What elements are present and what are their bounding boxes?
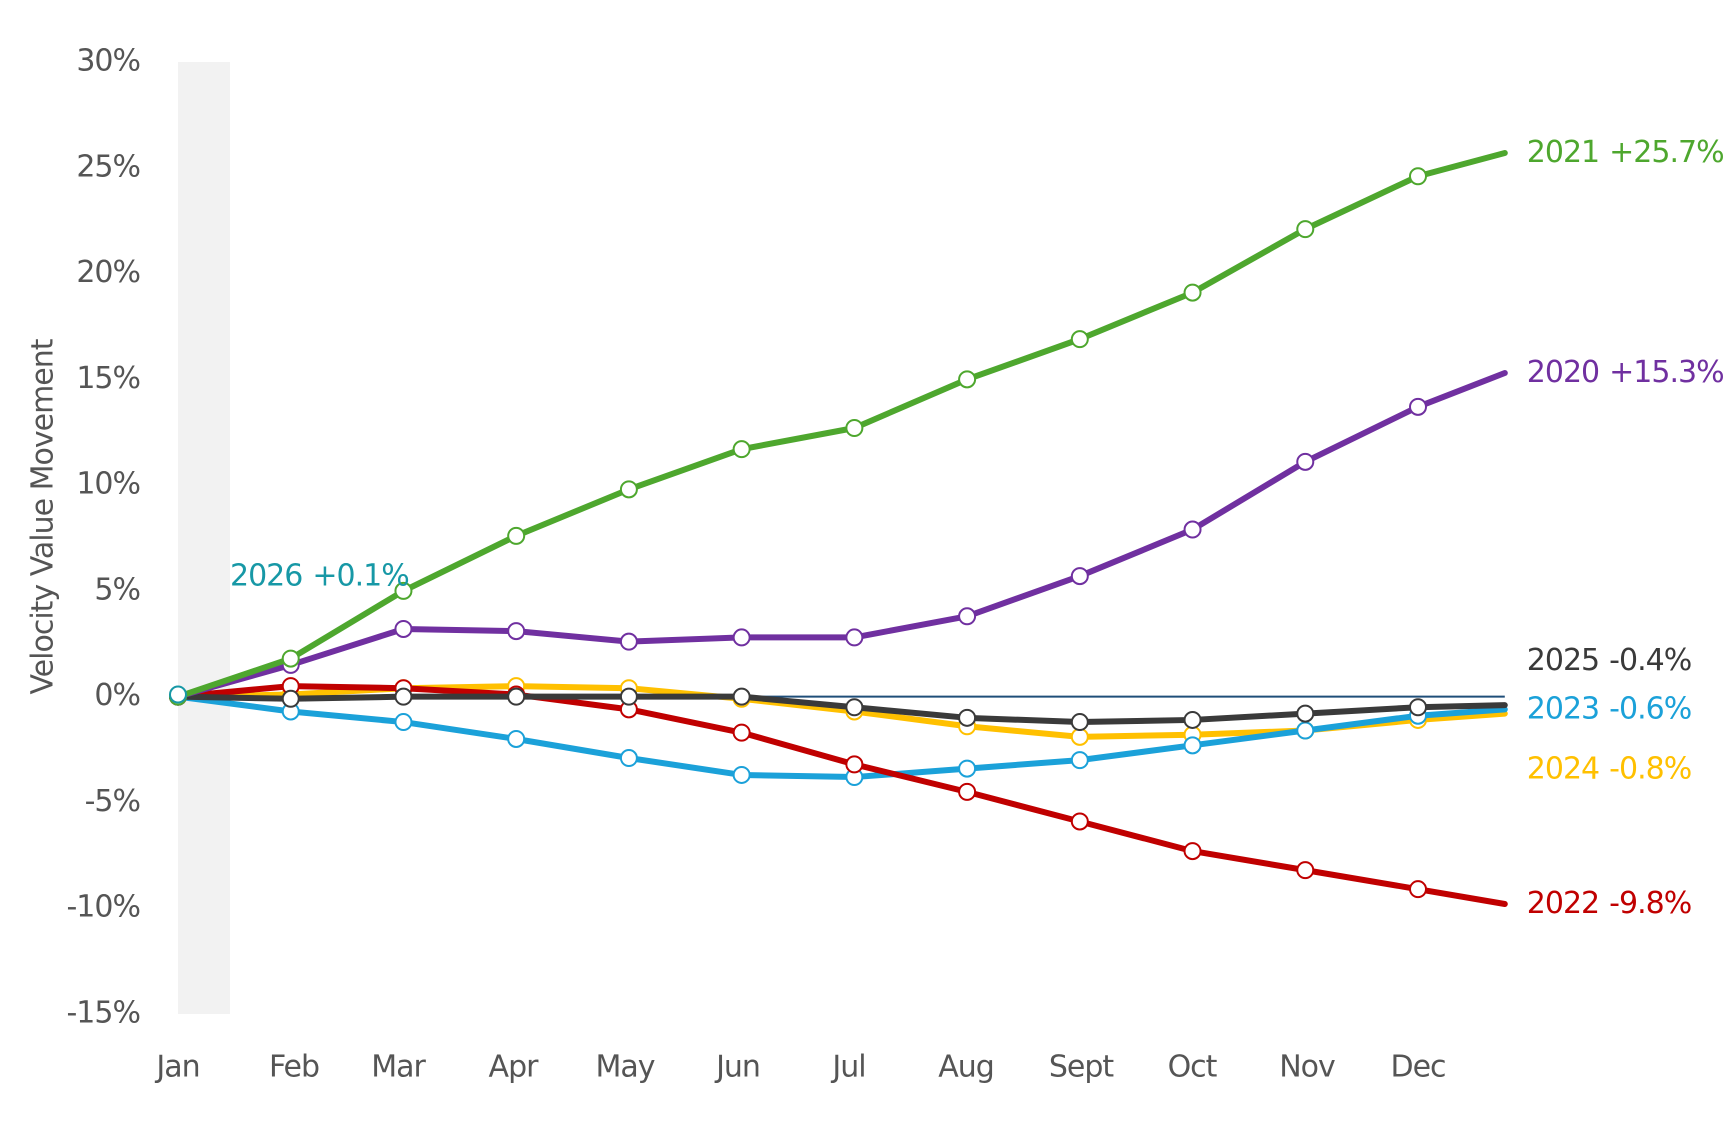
marker <box>619 749 638 768</box>
marker <box>732 440 751 459</box>
marker <box>1296 220 1315 239</box>
marker <box>1409 167 1427 186</box>
series-name: 2021 <box>1527 134 1599 169</box>
marker <box>1070 713 1089 732</box>
marker <box>732 765 751 784</box>
marker <box>507 729 526 748</box>
y-axis-title: Velocity Value Movement <box>26 338 61 694</box>
marker <box>1296 861 1315 880</box>
marker <box>1296 704 1315 723</box>
series-end-label: -0.8% <box>1609 751 1691 786</box>
marker <box>732 687 751 706</box>
y-tick-label: 25% <box>76 149 140 184</box>
marker <box>958 708 977 727</box>
x-tick-label: Oct <box>1168 1050 1218 1085</box>
marker <box>958 782 977 801</box>
series-name: 2020 <box>1527 354 1599 389</box>
series-line <box>175 369 1508 700</box>
marker <box>732 628 751 647</box>
marker <box>845 418 864 437</box>
marker <box>1409 698 1427 717</box>
marker <box>394 619 413 638</box>
series-name: 2024 <box>1527 751 1599 786</box>
y-tick-label: 5% <box>94 572 140 607</box>
marker <box>1296 452 1315 471</box>
series-name: 2026 <box>230 558 302 593</box>
series-end-label: -9.8% <box>1609 885 1691 920</box>
series-name: 2023 <box>1527 691 1599 726</box>
y-tick-label: -15% <box>66 996 140 1031</box>
marker <box>1409 880 1427 899</box>
marker <box>394 713 413 732</box>
marker <box>1183 736 1202 755</box>
marker <box>1183 283 1202 302</box>
series-end-label: +25.7% <box>1609 134 1723 169</box>
marker <box>1409 397 1427 416</box>
marker <box>1070 330 1089 349</box>
marker <box>507 687 526 706</box>
x-tick-label: Jun <box>714 1050 760 1085</box>
marker <box>281 649 300 668</box>
x-tick-label: Dec <box>1390 1050 1445 1085</box>
marker <box>1070 567 1089 586</box>
end-label: 2020 +15.3% <box>1527 354 1724 389</box>
end-label: 2024 -0.8% <box>1527 751 1691 786</box>
marker <box>1183 710 1202 729</box>
x-tick-label: Nov <box>1279 1050 1335 1085</box>
x-tick-label: Feb <box>269 1050 319 1085</box>
end-label: 2021 +25.7% <box>1527 134 1724 169</box>
marker <box>1296 721 1315 740</box>
y-tick-label: -10% <box>66 890 140 925</box>
x-tick-label: Aug <box>938 1050 994 1085</box>
marker <box>845 755 864 774</box>
y-tick-label: 0% <box>94 678 140 713</box>
series-end-label: +15.3% <box>1609 354 1723 389</box>
y-tick-label: 10% <box>76 467 140 502</box>
y-tick-label: 20% <box>76 255 140 290</box>
end-label: 2022 -9.8% <box>1527 885 1691 920</box>
end-label: 2026 +0.1% <box>230 558 409 593</box>
marker <box>394 581 413 600</box>
series-end-label: +0.1% <box>312 558 408 593</box>
marker <box>958 607 977 626</box>
marker <box>1183 842 1202 861</box>
marker <box>958 370 977 389</box>
marker <box>958 759 977 778</box>
x-tick-label: Mar <box>371 1050 426 1085</box>
end-label: 2025 -0.4% <box>1527 643 1691 678</box>
marker <box>619 480 638 499</box>
marker <box>732 723 751 742</box>
current-period-band <box>178 62 230 1014</box>
y-tick-label: 30% <box>76 44 140 79</box>
marker <box>845 698 864 717</box>
y-tick-label: -5% <box>85 784 140 819</box>
marker <box>619 687 638 706</box>
marker <box>169 685 187 704</box>
series-name: 2022 <box>1527 885 1599 920</box>
marker <box>507 622 526 641</box>
marker <box>845 628 864 647</box>
y-tick-label: 15% <box>76 361 140 396</box>
x-tick-label: Apr <box>489 1050 540 1085</box>
marker <box>619 632 638 651</box>
marker <box>1183 520 1202 539</box>
marker <box>281 689 300 708</box>
marker <box>1070 812 1089 831</box>
series-end-label: -0.4% <box>1609 643 1691 678</box>
series-name: 2025 <box>1527 643 1599 678</box>
x-tick-label: Sept <box>1049 1050 1115 1085</box>
x-tick-label: Jan <box>154 1050 199 1085</box>
series-end-label: -0.6% <box>1609 691 1691 726</box>
marker <box>507 526 526 545</box>
end-label: 2023 -0.6% <box>1527 691 1691 726</box>
marker <box>1070 751 1089 770</box>
x-tick-label: May <box>595 1050 654 1085</box>
x-tick-label: Jul <box>830 1050 865 1085</box>
marker <box>394 687 413 706</box>
marker <box>1070 727 1089 746</box>
